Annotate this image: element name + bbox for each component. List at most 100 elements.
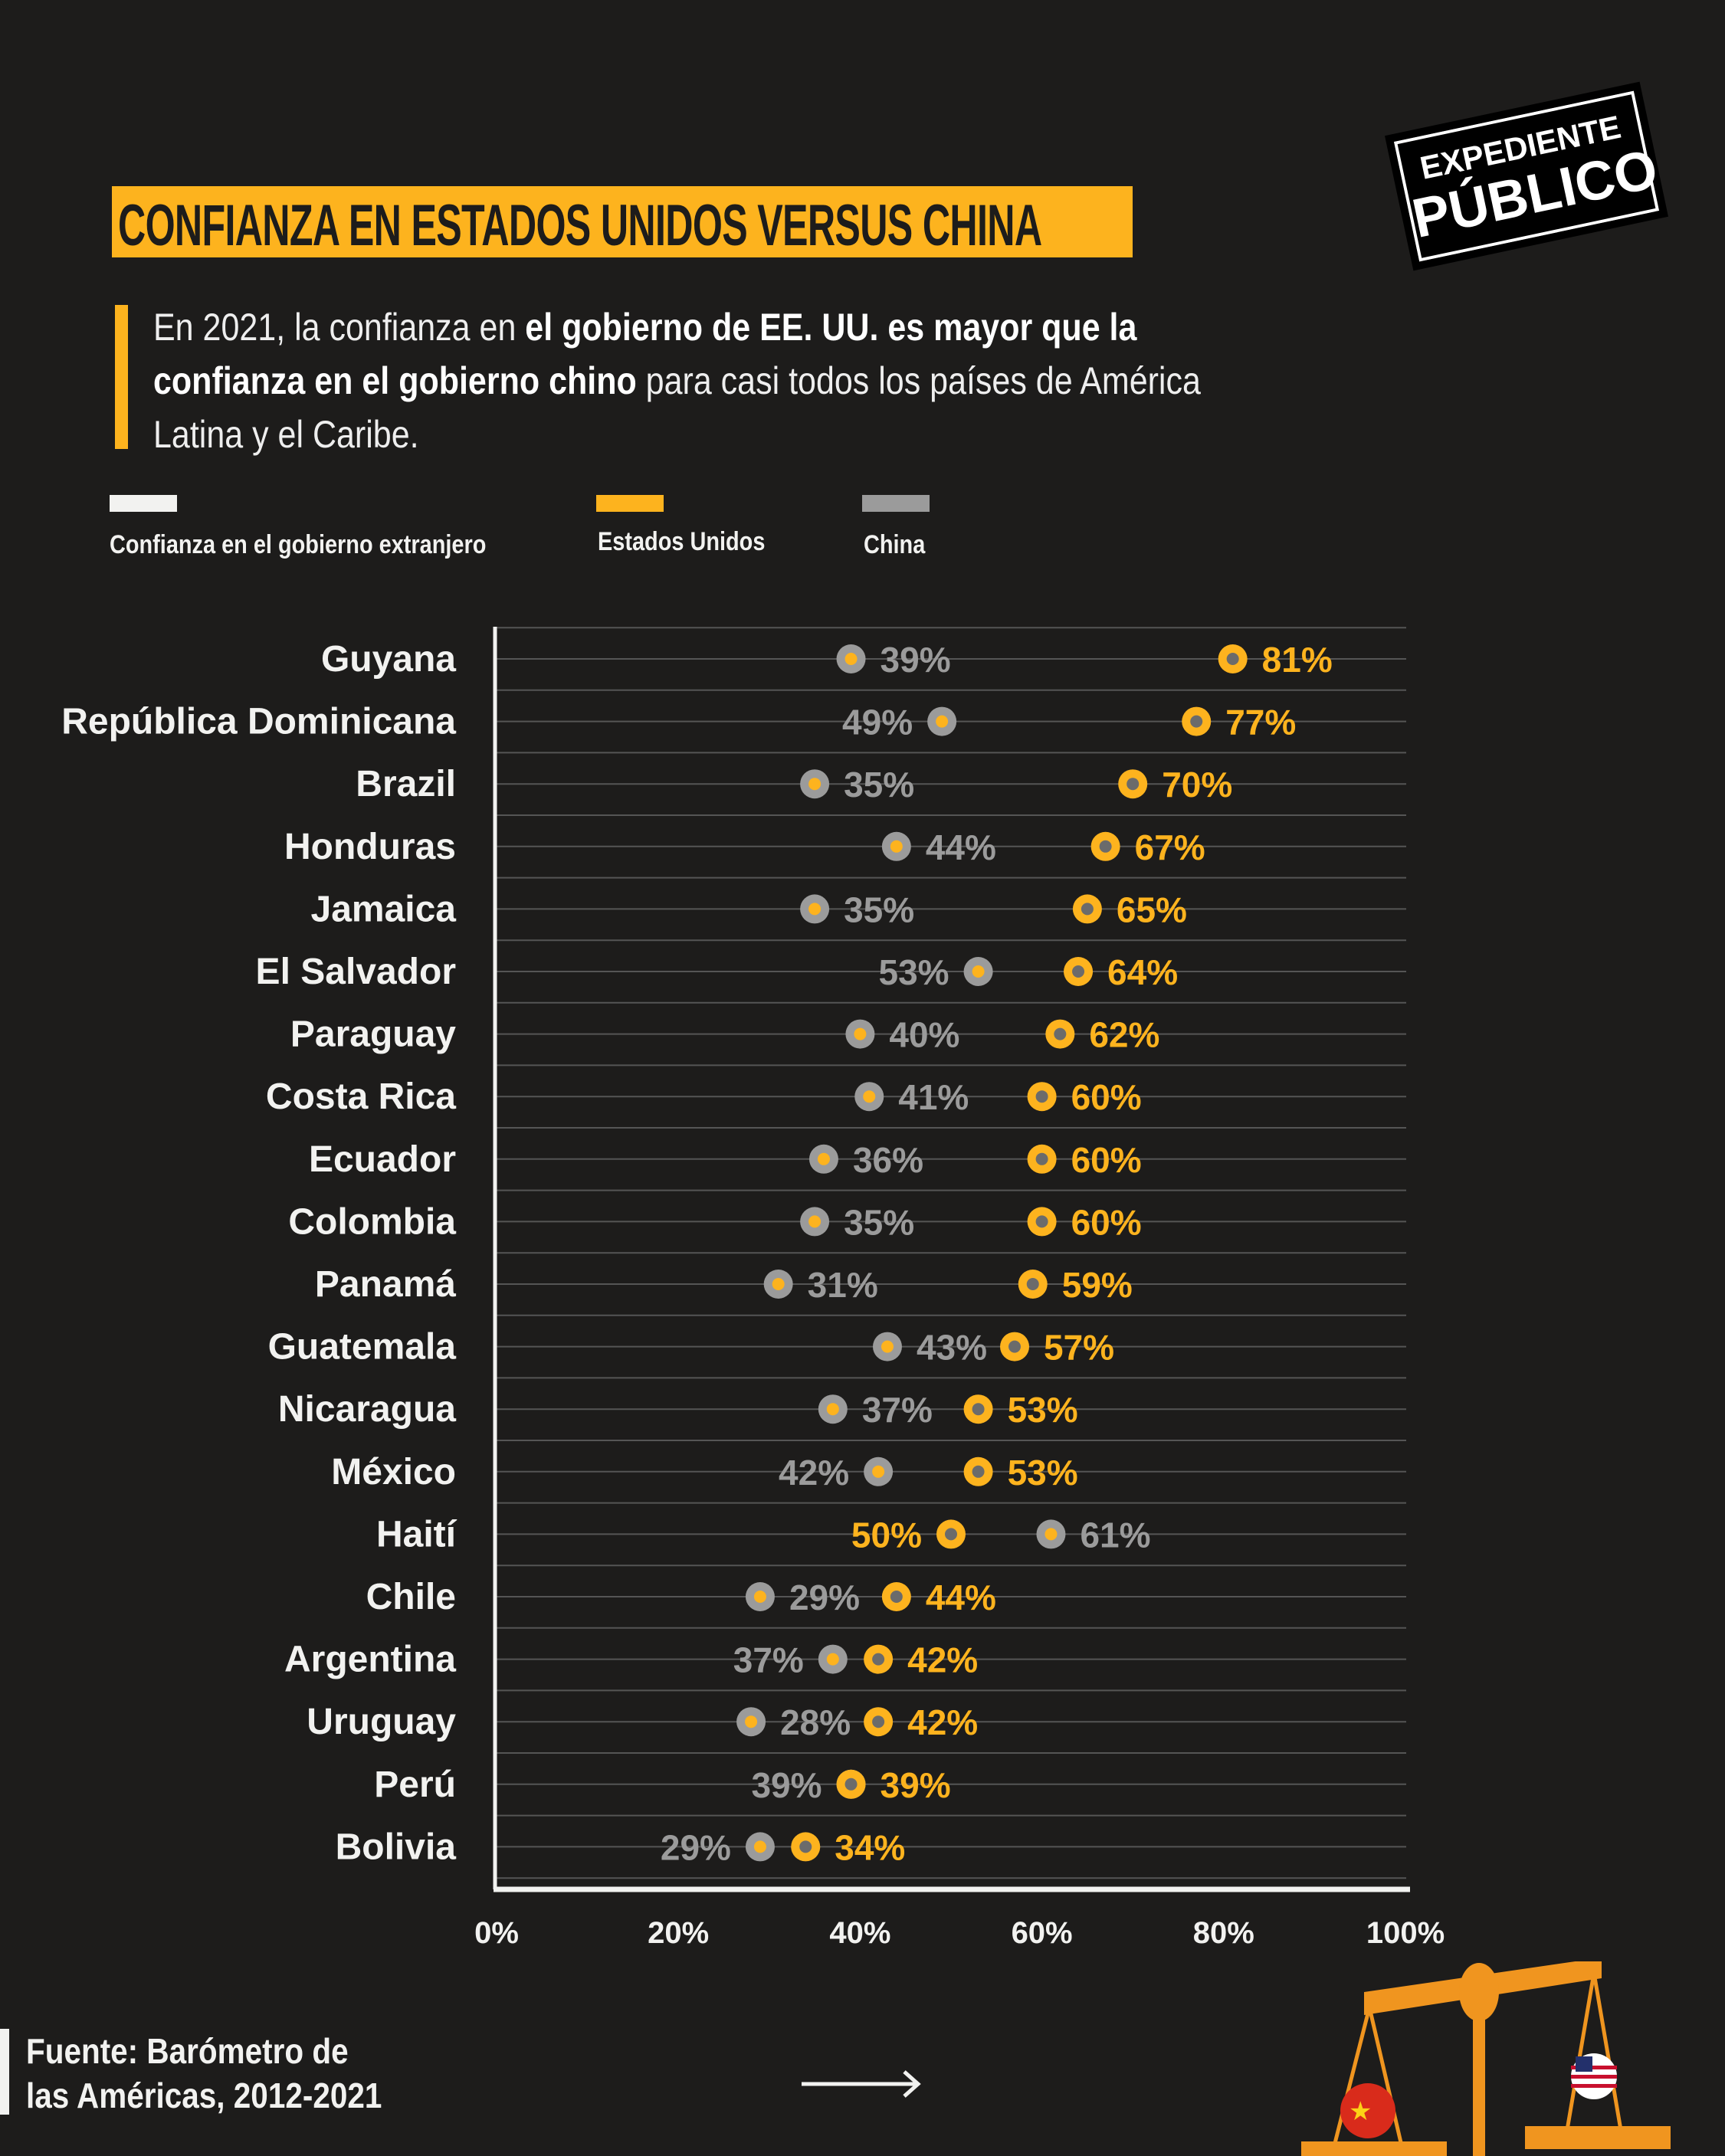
us-dot-center <box>1126 778 1140 791</box>
legend-label-us: Estados Unidos <box>598 527 766 556</box>
us-dot-center <box>972 1465 985 1478</box>
source-line2: las Américas, 2012-2021 <box>26 2076 382 2115</box>
china-dot-center <box>753 1591 766 1603</box>
x-tick-label: 80% <box>1193 1916 1254 1950</box>
subtitle-text: En 2021, la confianza en <box>153 306 526 349</box>
subtitle-emphasis: el gobierno de EE. UU. es mayor que la c… <box>153 306 1137 402</box>
country-label: Brazil <box>356 764 456 804</box>
country-label: Argentina <box>284 1640 456 1680</box>
china-value-label: 40% <box>889 1015 959 1055</box>
balance-scale-illustration: ★ <box>1301 1961 1671 2156</box>
legend-swatch-foreign-gov <box>110 495 177 512</box>
china-dot-center <box>972 965 985 978</box>
us-value-label: 77% <box>1225 703 1296 742</box>
china-value-label: 28% <box>780 1702 851 1742</box>
country-label: Panamá <box>315 1264 456 1305</box>
country-label: México <box>331 1452 456 1492</box>
svg-text:★: ★ <box>1349 2096 1372 2127</box>
us-dot-center <box>872 1653 885 1666</box>
us-value-label: 44% <box>926 1578 996 1617</box>
us-value-label: 65% <box>1117 890 1187 929</box>
china-value-label: 29% <box>789 1578 860 1617</box>
us-dot-center <box>1054 1027 1067 1040</box>
us-dot-center <box>945 1528 957 1541</box>
china-dot-center <box>826 1403 839 1416</box>
source-accent-bar <box>0 2029 9 2115</box>
china-value-label: 35% <box>844 1202 914 1242</box>
us-dot-center <box>1035 1090 1048 1103</box>
china-dot-center <box>890 840 903 853</box>
country-label: Bolivia <box>336 1827 457 1867</box>
china-dot-center <box>808 903 822 916</box>
us-dot-center <box>1190 715 1203 728</box>
us-value-label: 64% <box>1107 952 1178 992</box>
china-value-label: 44% <box>926 827 996 867</box>
us-value-label: 60% <box>1071 1202 1142 1242</box>
us-value-label: 60% <box>1071 1077 1142 1117</box>
us-dot-center <box>1008 1340 1022 1353</box>
china-value-label: 37% <box>733 1640 804 1680</box>
us-value-label: 67% <box>1135 827 1205 867</box>
x-tick-label: 20% <box>648 1916 709 1950</box>
us-dot-center <box>1035 1152 1048 1165</box>
us-dot-center <box>1099 840 1112 853</box>
china-dot-center <box>817 1152 830 1165</box>
china-value-label: 29% <box>661 1827 731 1867</box>
china-dot-center <box>863 1090 876 1103</box>
china-dot-center <box>772 1278 785 1290</box>
us-dot-center <box>972 1403 985 1416</box>
source-line1: Fuente: Barómetro de <box>26 2031 349 2071</box>
x-tick-label: 0% <box>474 1916 519 1950</box>
legend-swatch-us <box>596 495 664 512</box>
scale-icon <box>1301 1961 1671 2156</box>
country-label: Jamaica <box>311 889 457 929</box>
country-label: Colombia <box>288 1201 456 1242</box>
legend-label-china: China <box>864 530 926 559</box>
country-label: República Dominicana <box>61 702 456 742</box>
china-value-label: 42% <box>779 1453 849 1492</box>
country-label: Nicaragua <box>278 1389 456 1430</box>
china-value-label: 53% <box>879 952 949 992</box>
china-value-label: 39% <box>881 640 951 680</box>
us-dot-center <box>1035 1215 1048 1228</box>
us-dot-center <box>1026 1278 1039 1290</box>
china-value-label: 37% <box>862 1390 933 1430</box>
x-tick-label: 60% <box>1012 1916 1073 1950</box>
page-title: CONFIANZA EN ESTADOS UNIDOS VERSUS CHINA <box>118 193 1042 258</box>
us-value-label: 42% <box>907 1640 978 1680</box>
country-label: Costa Rica <box>266 1076 456 1117</box>
x-tick-label: 100% <box>1366 1916 1445 1950</box>
us-value-label: 70% <box>1162 765 1232 804</box>
china-dot-center <box>872 1465 885 1478</box>
us-dot-center <box>799 1840 812 1853</box>
subtitle-accent-bar <box>115 305 128 449</box>
country-label: Honduras <box>284 827 456 867</box>
china-value-label: 35% <box>844 765 914 804</box>
us-value-label: 57% <box>1044 1328 1114 1368</box>
us-value-label: 34% <box>835 1827 905 1867</box>
country-label: Guatemala <box>268 1327 457 1368</box>
china-value-label: 36% <box>853 1140 923 1180</box>
us-dot-center <box>1081 903 1094 916</box>
source-note: Fuente: Barómetro de las Américas, 2012-2… <box>26 2029 382 2118</box>
china-dot-center <box>936 715 949 728</box>
title-banner: CONFIANZA EN ESTADOS UNIDOS VERSUS CHINA <box>112 186 1133 258</box>
us-value-label: 81% <box>1262 640 1333 680</box>
legend-label-foreign-gov: Confianza en el gobierno extranjero <box>110 530 487 559</box>
country-label: Chile <box>366 1577 456 1617</box>
us-value-label: 50% <box>851 1515 922 1555</box>
subtitle: En 2021, la confianza en el gobierno de … <box>153 300 1208 461</box>
china-value-label: 35% <box>844 890 914 929</box>
us-value-label: 42% <box>907 1702 978 1742</box>
china-dot-center <box>844 653 858 665</box>
china-dot-center <box>808 1215 822 1228</box>
china-dot-center <box>881 1340 894 1353</box>
us-value-label: 59% <box>1062 1265 1133 1305</box>
us-dot-center <box>872 1715 885 1728</box>
us-value-label: 62% <box>1089 1015 1159 1055</box>
china-flag-icon: ★ <box>1340 2083 1395 2138</box>
subtitle-text-end: para casi todos los países de América La… <box>153 359 1201 456</box>
us-dot-center <box>1226 653 1239 665</box>
us-value-label: 53% <box>1008 1390 1078 1430</box>
